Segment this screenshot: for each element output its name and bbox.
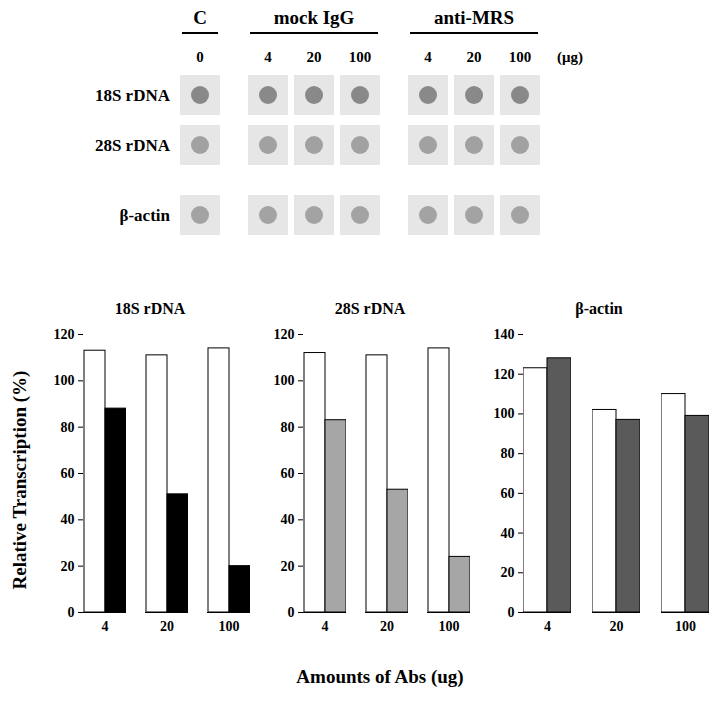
html-text:β-actin: β-actin: [575, 300, 623, 317]
svg-text:100: 100: [274, 373, 295, 388]
svg-text:40: 40: [501, 526, 515, 541]
svg-text:4: 4: [424, 49, 432, 65]
svg-text:120: 120: [494, 367, 515, 382]
svg-text:0: 0: [196, 49, 204, 65]
svg-text:40: 40: [281, 512, 295, 527]
svg-text:80: 80: [281, 420, 295, 435]
svg-text:4: 4: [102, 619, 109, 634]
svg-text:4: 4: [264, 49, 272, 65]
html-text:28S rDNA: 28S rDNA: [334, 300, 406, 317]
svg-text:0: 0: [68, 605, 75, 620]
html-text:Relative Transcription (%): Relative Transcription (%): [9, 370, 30, 590]
svg-text:β-actin: β-actin: [119, 206, 170, 225]
svg-text:mock IgG: mock IgG: [274, 7, 355, 28]
svg-text:C: C: [193, 7, 207, 28]
svg-text:20: 20: [467, 49, 482, 65]
svg-text:20: 20: [610, 619, 624, 634]
svg-text:100: 100: [509, 49, 532, 65]
svg-text:120: 120: [54, 327, 75, 342]
svg-text:140: 140: [494, 327, 515, 342]
html-text:Amounts of Abs (ug): Amounts of Abs (ug): [296, 666, 464, 687]
svg-text:20: 20: [307, 49, 322, 65]
svg-text:20: 20: [380, 619, 394, 634]
svg-text:100: 100: [675, 619, 696, 634]
svg-text:80: 80: [61, 420, 75, 435]
svg-text:120: 120: [274, 327, 295, 342]
svg-text:100: 100: [219, 619, 240, 634]
svg-text:100: 100: [349, 49, 372, 65]
svg-text:100: 100: [494, 406, 515, 421]
svg-text:0: 0: [508, 605, 515, 620]
svg-text:20: 20: [160, 619, 174, 634]
svg-text:100: 100: [54, 373, 75, 388]
svg-text:0: 0: [288, 605, 295, 620]
svg-text:28S rDNA: 28S rDNA: [95, 136, 171, 155]
svg-text:4: 4: [322, 619, 329, 634]
html-text:18S rDNA: 18S rDNA: [114, 300, 186, 317]
svg-text:60: 60: [61, 466, 75, 481]
svg-text:4: 4: [544, 619, 551, 634]
svg-text:20: 20: [281, 559, 295, 574]
svg-text:100: 100: [439, 619, 460, 634]
svg-text:60: 60: [501, 486, 515, 501]
svg-text:20: 20: [61, 559, 75, 574]
svg-text:60: 60: [281, 466, 295, 481]
svg-text:18S rDNA: 18S rDNA: [95, 86, 171, 105]
svg-text:(μg): (μg): [557, 49, 583, 66]
svg-text:80: 80: [501, 446, 515, 461]
svg-text:anti-MRS: anti-MRS: [434, 7, 514, 28]
svg-text:40: 40: [61, 512, 75, 527]
svg-text:20: 20: [501, 565, 515, 580]
